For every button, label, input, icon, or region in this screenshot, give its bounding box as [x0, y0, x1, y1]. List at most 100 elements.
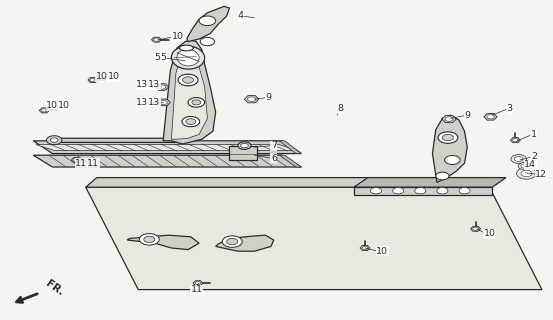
Circle shape [154, 38, 159, 41]
Circle shape [46, 136, 62, 145]
Ellipse shape [177, 49, 199, 66]
Text: 5: 5 [154, 53, 160, 62]
Polygon shape [155, 84, 169, 90]
Polygon shape [279, 141, 301, 154]
Circle shape [200, 37, 215, 46]
Text: 10: 10 [96, 72, 108, 81]
Polygon shape [279, 155, 301, 167]
Circle shape [487, 115, 494, 119]
Text: FR.: FR. [44, 279, 66, 298]
Polygon shape [187, 6, 229, 42]
Polygon shape [442, 116, 456, 123]
Text: 13: 13 [136, 80, 148, 89]
Polygon shape [33, 155, 301, 167]
Polygon shape [354, 187, 492, 195]
Text: 11: 11 [87, 159, 100, 168]
Text: 4: 4 [238, 12, 244, 20]
Circle shape [158, 85, 166, 89]
Circle shape [248, 97, 255, 101]
Text: 14: 14 [524, 160, 536, 169]
Text: 5: 5 [160, 53, 166, 62]
Text: 2: 2 [531, 152, 537, 161]
Ellipse shape [179, 45, 194, 51]
Circle shape [517, 168, 536, 179]
Circle shape [186, 119, 196, 124]
Circle shape [438, 132, 458, 143]
Polygon shape [229, 146, 257, 160]
Circle shape [238, 142, 251, 149]
Circle shape [182, 116, 200, 127]
Circle shape [362, 246, 368, 250]
Text: 10: 10 [46, 101, 58, 110]
Circle shape [511, 155, 526, 164]
Circle shape [144, 236, 155, 243]
Text: 10: 10 [58, 101, 70, 110]
Polygon shape [33, 141, 301, 154]
Text: 11: 11 [75, 159, 87, 168]
Circle shape [241, 143, 248, 148]
Polygon shape [510, 138, 520, 143]
Circle shape [521, 170, 532, 177]
Circle shape [445, 156, 460, 164]
Circle shape [182, 77, 194, 83]
Circle shape [222, 236, 242, 247]
Polygon shape [88, 77, 98, 83]
Polygon shape [36, 145, 298, 150]
Circle shape [192, 100, 201, 105]
Text: 6: 6 [271, 154, 277, 163]
Circle shape [473, 227, 478, 230]
Circle shape [518, 163, 530, 170]
Circle shape [41, 109, 47, 112]
Ellipse shape [171, 46, 205, 69]
Circle shape [371, 188, 382, 194]
Polygon shape [484, 114, 497, 120]
Polygon shape [432, 115, 467, 182]
Circle shape [415, 188, 426, 194]
Circle shape [393, 188, 404, 194]
Circle shape [521, 164, 528, 168]
Polygon shape [163, 40, 216, 144]
Polygon shape [152, 37, 161, 42]
Text: 10: 10 [484, 229, 496, 238]
Circle shape [442, 134, 453, 141]
Text: 3: 3 [506, 104, 512, 113]
Text: 13: 13 [148, 80, 160, 89]
Text: 9: 9 [265, 93, 272, 102]
Text: 10: 10 [171, 32, 184, 41]
Circle shape [90, 78, 96, 82]
Circle shape [50, 138, 58, 142]
Circle shape [139, 234, 159, 245]
Circle shape [195, 282, 201, 285]
Circle shape [459, 188, 470, 194]
Text: 12: 12 [535, 170, 547, 179]
Circle shape [513, 139, 518, 142]
Polygon shape [244, 96, 259, 103]
Polygon shape [127, 235, 199, 250]
Polygon shape [157, 99, 170, 106]
Polygon shape [354, 178, 506, 187]
Text: 10: 10 [108, 72, 120, 81]
Circle shape [178, 74, 198, 86]
Circle shape [514, 156, 523, 162]
Polygon shape [360, 245, 370, 251]
Polygon shape [86, 187, 542, 290]
Text: 13: 13 [148, 98, 160, 107]
Polygon shape [216, 235, 274, 251]
Circle shape [160, 100, 168, 105]
Polygon shape [39, 108, 49, 113]
Text: 13: 13 [136, 98, 148, 107]
Text: 8: 8 [337, 104, 343, 113]
Circle shape [227, 238, 238, 245]
Text: 1: 1 [531, 130, 537, 139]
Circle shape [188, 98, 205, 107]
Circle shape [199, 16, 216, 26]
Polygon shape [193, 281, 203, 286]
Polygon shape [71, 157, 81, 163]
Circle shape [74, 158, 79, 162]
Polygon shape [171, 50, 207, 139]
Polygon shape [86, 178, 500, 187]
Text: 11: 11 [191, 285, 203, 294]
Circle shape [445, 117, 453, 121]
Text: 9: 9 [465, 111, 471, 120]
Text: 7: 7 [271, 141, 277, 150]
